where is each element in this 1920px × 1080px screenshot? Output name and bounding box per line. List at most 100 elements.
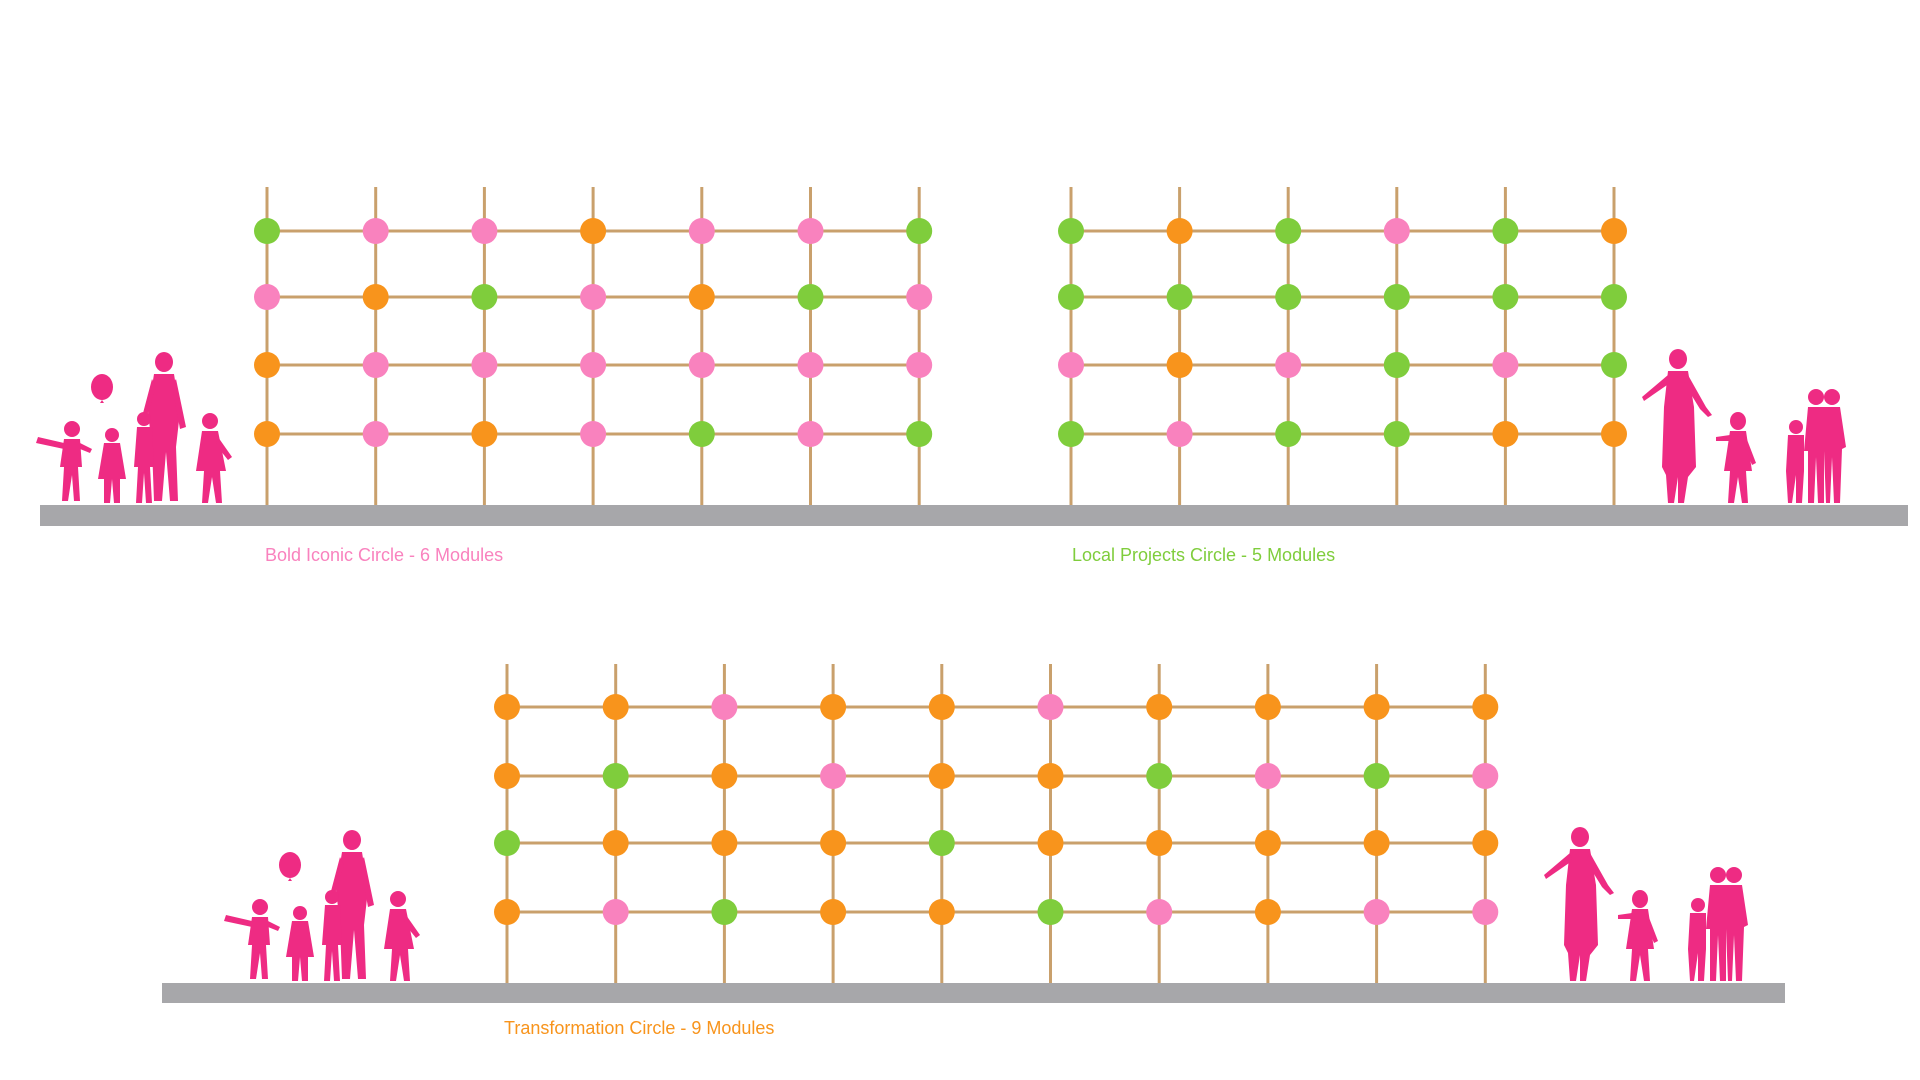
module-node-orange <box>471 421 498 447</box>
module-node-green <box>688 421 715 447</box>
module-node-orange <box>928 763 955 789</box>
module-node-green <box>1058 218 1084 244</box>
people-silhouettes-left <box>36 352 232 503</box>
caption-bold-iconic-circle: Bold Iconic Circle - 6 Modules <box>265 545 504 565</box>
module-node-pink <box>471 352 498 378</box>
module-node-orange <box>1363 830 1390 856</box>
module-node-orange <box>1166 352 1193 378</box>
module-node-pink <box>1254 763 1281 789</box>
module-node-pink <box>797 421 824 447</box>
module-node-pink <box>906 352 933 378</box>
ground-bar <box>162 983 1785 1003</box>
module-node-orange <box>494 763 520 789</box>
module-node-orange <box>602 830 629 856</box>
module-node-pink <box>362 421 389 447</box>
module-node-pink <box>580 284 607 310</box>
module-node-green <box>494 830 520 856</box>
module-node-pink <box>580 421 607 447</box>
module-node-green <box>1275 421 1302 447</box>
module-node-orange <box>1037 763 1064 789</box>
module-node-pink <box>471 218 498 244</box>
module-node-green <box>1058 421 1084 447</box>
module-node-orange <box>1472 830 1499 856</box>
module-node-green <box>602 763 629 789</box>
module-node-orange <box>254 352 280 378</box>
module-node-pink <box>1363 899 1390 925</box>
section-transformation-circle <box>162 664 1785 1003</box>
module-node-pink <box>797 218 824 244</box>
module-node-green <box>1601 284 1627 310</box>
people-silhouettes-right <box>1544 827 1748 981</box>
module-node-orange <box>711 830 738 856</box>
module-node-orange <box>928 899 955 925</box>
module-node-pink <box>688 218 715 244</box>
module-node-pink <box>711 694 738 720</box>
module-node-green <box>1492 218 1519 244</box>
module-node-green <box>1492 284 1519 310</box>
module-nodes <box>254 218 933 447</box>
module-node-pink <box>820 763 847 789</box>
module-node-orange <box>494 694 520 720</box>
module-node-pink <box>1058 352 1084 378</box>
module-node-green <box>1383 352 1410 378</box>
module-node-green <box>1037 899 1064 925</box>
section-local-projects-circle <box>1058 187 1627 505</box>
module-node-pink <box>1146 899 1173 925</box>
module-node-green <box>1275 284 1302 310</box>
module-node-orange <box>711 763 738 789</box>
module-frame <box>1069 187 1616 505</box>
module-node-pink <box>1472 763 1499 789</box>
module-node-pink <box>602 899 629 925</box>
module-node-green <box>254 218 280 244</box>
section-bold-iconic-circle <box>36 187 1908 526</box>
module-node-green <box>1601 352 1627 378</box>
module-node-orange <box>494 899 520 925</box>
caption-transformation-circle: Transformation Circle - 9 Modules <box>504 1018 775 1038</box>
module-node-pink <box>1275 352 1302 378</box>
module-node-pink <box>580 352 607 378</box>
module-node-pink <box>1492 352 1519 378</box>
module-node-green <box>1383 421 1410 447</box>
module-node-orange <box>602 694 629 720</box>
module-node-green <box>1275 218 1302 244</box>
module-node-green <box>1363 763 1390 789</box>
module-node-orange <box>254 421 280 447</box>
module-node-green <box>1058 284 1084 310</box>
module-node-orange <box>1601 218 1627 244</box>
module-node-orange <box>1254 694 1281 720</box>
people-silhouettes-left <box>224 830 420 981</box>
module-node-green <box>906 218 933 244</box>
caption-local-projects-circle: Local Projects Circle - 5 Modules <box>1072 545 1336 565</box>
module-node-orange <box>1146 694 1173 720</box>
module-node-orange <box>820 830 847 856</box>
module-node-orange <box>1037 830 1064 856</box>
people-silhouettes-right <box>1642 349 1846 503</box>
module-node-orange <box>362 284 389 310</box>
module-node-pink <box>1037 694 1064 720</box>
ground-bar <box>40 505 1908 526</box>
module-node-green <box>906 421 933 447</box>
module-node-pink <box>797 352 824 378</box>
module-node-orange <box>1601 421 1627 447</box>
module-node-pink <box>254 284 280 310</box>
module-node-green <box>471 284 498 310</box>
module-node-pink <box>362 352 389 378</box>
module-node-orange <box>580 218 607 244</box>
module-node-green <box>1383 284 1410 310</box>
module-node-green <box>711 899 738 925</box>
module-nodes <box>1058 218 1627 447</box>
module-node-orange <box>820 899 847 925</box>
module-node-pink <box>1383 218 1410 244</box>
module-node-green <box>1166 284 1193 310</box>
module-node-orange <box>1254 830 1281 856</box>
module-node-pink <box>362 218 389 244</box>
module-node-orange <box>1166 218 1193 244</box>
module-node-green <box>1146 763 1173 789</box>
module-node-pink <box>688 352 715 378</box>
module-node-orange <box>1254 899 1281 925</box>
module-node-pink <box>1166 421 1193 447</box>
module-node-orange <box>1472 694 1499 720</box>
module-node-orange <box>1492 421 1519 447</box>
module-node-pink <box>1472 899 1499 925</box>
